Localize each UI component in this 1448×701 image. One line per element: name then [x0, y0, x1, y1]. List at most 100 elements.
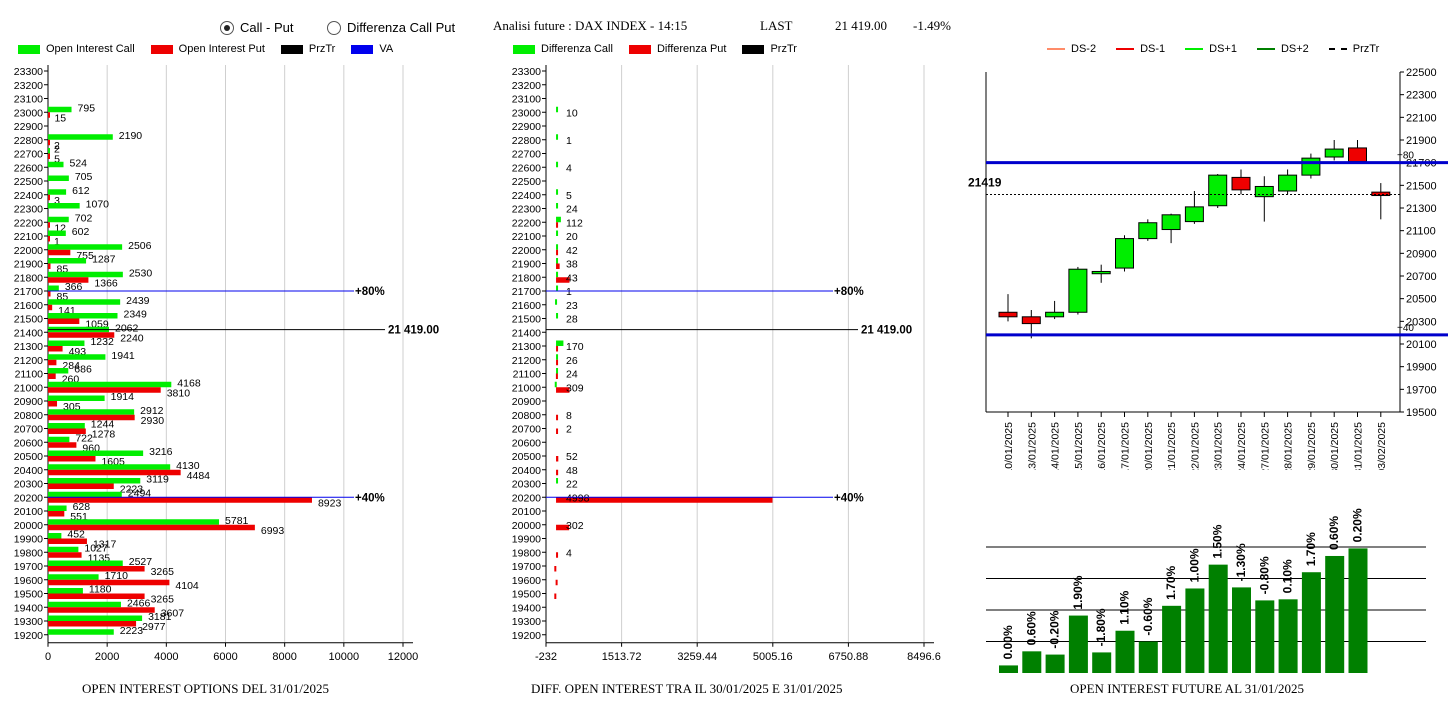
level-label: +80 [1397, 151, 1414, 162]
strike-label: 22400 [512, 190, 541, 202]
call-value-label: 2912 [140, 405, 164, 417]
strike-label: 21500 [14, 314, 43, 326]
legend-swatch-va [351, 44, 374, 54]
y-tick-label: 21100 [1406, 226, 1436, 238]
put-value-label: 2240 [120, 332, 144, 344]
strike-label: 21600 [512, 300, 541, 312]
call-bar [556, 478, 559, 484]
candle-body [1231, 176, 1251, 191]
strike-label: 23300 [512, 66, 541, 78]
strike-label: 21200 [14, 355, 43, 367]
call-value-label: 702 [75, 212, 93, 224]
oi-chart: 0 2000 4000 6000 8000 10000 120002330023200231… [14, 65, 439, 663]
y-tick-label: 21900 [1406, 135, 1437, 147]
strike-label: 20600 [512, 437, 541, 449]
call-bar [48, 340, 85, 346]
call-value-label: 2466 [127, 597, 151, 609]
va-line-label: +80% [355, 286, 385, 298]
diff-value-label: 23 [566, 300, 578, 312]
diff-value-label: 24 [566, 204, 578, 216]
y-tick-label: 20700 [1406, 271, 1437, 283]
diff-value-label: 28 [566, 314, 578, 326]
call-bar [48, 230, 66, 236]
call-bar [48, 244, 123, 250]
legend-oi-prztr: PrzTr [308, 43, 336, 55]
call-bar [556, 244, 559, 250]
call-value-label: 612 [72, 185, 90, 197]
legend-diff-call: Differenza Call [541, 43, 613, 55]
diff-value-label: 170 [566, 341, 584, 353]
x-tick-label: -232 [535, 651, 557, 663]
call-bar [554, 381, 557, 388]
put-bar [48, 112, 50, 118]
put-bar [556, 414, 559, 421]
y-tick-label: 19700 [1406, 384, 1437, 396]
put-bar [48, 153, 50, 159]
price-line-label: 21 419.00 [388, 325, 439, 337]
call-value-label: 366 [65, 281, 83, 293]
strike-label: 20500 [512, 451, 541, 463]
radio-diff[interactable]: Differenza Call Put [327, 20, 455, 35]
put-bar [48, 524, 255, 531]
diff-value-label: 302 [566, 520, 584, 532]
future-caption: OPEN INTEREST FUTURE AL 31/01/2025 [1070, 681, 1305, 696]
strike-label: 20600 [14, 437, 43, 449]
call-value-label: 2530 [129, 267, 153, 279]
radio-selected-icon[interactable] [220, 20, 234, 35]
put-bar [48, 401, 58, 407]
future-bar [1255, 600, 1275, 673]
strike-label: 19400 [14, 602, 43, 614]
legend-swatch-diff-prztr [742, 44, 765, 54]
call-value-label: 2527 [129, 556, 153, 568]
y-tick-label: 21300 [1406, 203, 1437, 215]
candle-body [1324, 148, 1344, 158]
strike-label: 22100 [512, 231, 541, 243]
put-bar [556, 263, 560, 269]
diff-value-label: 112 [566, 217, 583, 229]
put-value-label: 8923 [318, 497, 342, 509]
radio-call-put[interactable]: Call - Put [220, 20, 293, 35]
call-bar [48, 629, 114, 635]
date-label: 13/01/2025 [1026, 422, 1038, 470]
call-bar [48, 423, 85, 429]
strike-label: 19600 [512, 575, 541, 587]
radio-unselected-icon[interactable] [327, 20, 341, 35]
call-bar [48, 381, 172, 388]
put-bar [555, 579, 558, 586]
diff-value-label: 22 [566, 479, 578, 491]
put-value-label: 2977 [142, 621, 166, 633]
put-bar [48, 318, 80, 324]
date-label: 27/01/2025 [1259, 422, 1271, 470]
diff-value-label: 4 [566, 162, 572, 174]
va-line-label: +80% [834, 286, 864, 298]
future-bar [1045, 654, 1065, 673]
strike-label: 20900 [14, 396, 43, 408]
x-tick-label: 6000 [213, 651, 237, 663]
diff-value-label: 38 [566, 259, 578, 271]
diff-value-label: 48 [566, 465, 578, 477]
x-tick-label: 10000 [329, 651, 360, 663]
diff-value-label: 5 [566, 190, 572, 202]
put-bar [48, 291, 51, 297]
date-label: 15/01/2025 [1073, 422, 1085, 470]
strike-label: 20300 [14, 479, 43, 491]
candle-body [1068, 268, 1088, 313]
x-tick-label: 5005.16 [753, 651, 793, 663]
put-value-label: 6993 [261, 525, 285, 537]
strike-label: 19400 [512, 602, 541, 614]
legend-swatch-diff-put [628, 44, 651, 54]
date-label: 14/01/2025 [1050, 422, 1062, 470]
legend-swatch-put [150, 44, 173, 54]
call-value-label: 2 [54, 144, 60, 156]
future-bar-label: -0.20% [1048, 610, 1062, 648]
strike-label: 21800 [14, 272, 43, 284]
legend-diff-put: Differenza Put [656, 43, 727, 55]
legend-ds+1: DS+1 [1209, 43, 1237, 55]
strike-label: 21700 [14, 286, 43, 298]
last-value: 21 419.00 [835, 18, 887, 33]
put-value-label: 2 [54, 140, 60, 152]
strike-label: 22400 [14, 190, 43, 202]
strike-label: 23000 [14, 107, 43, 119]
strike-label: 22200 [14, 217, 43, 229]
strike-label: 22500 [14, 176, 43, 188]
